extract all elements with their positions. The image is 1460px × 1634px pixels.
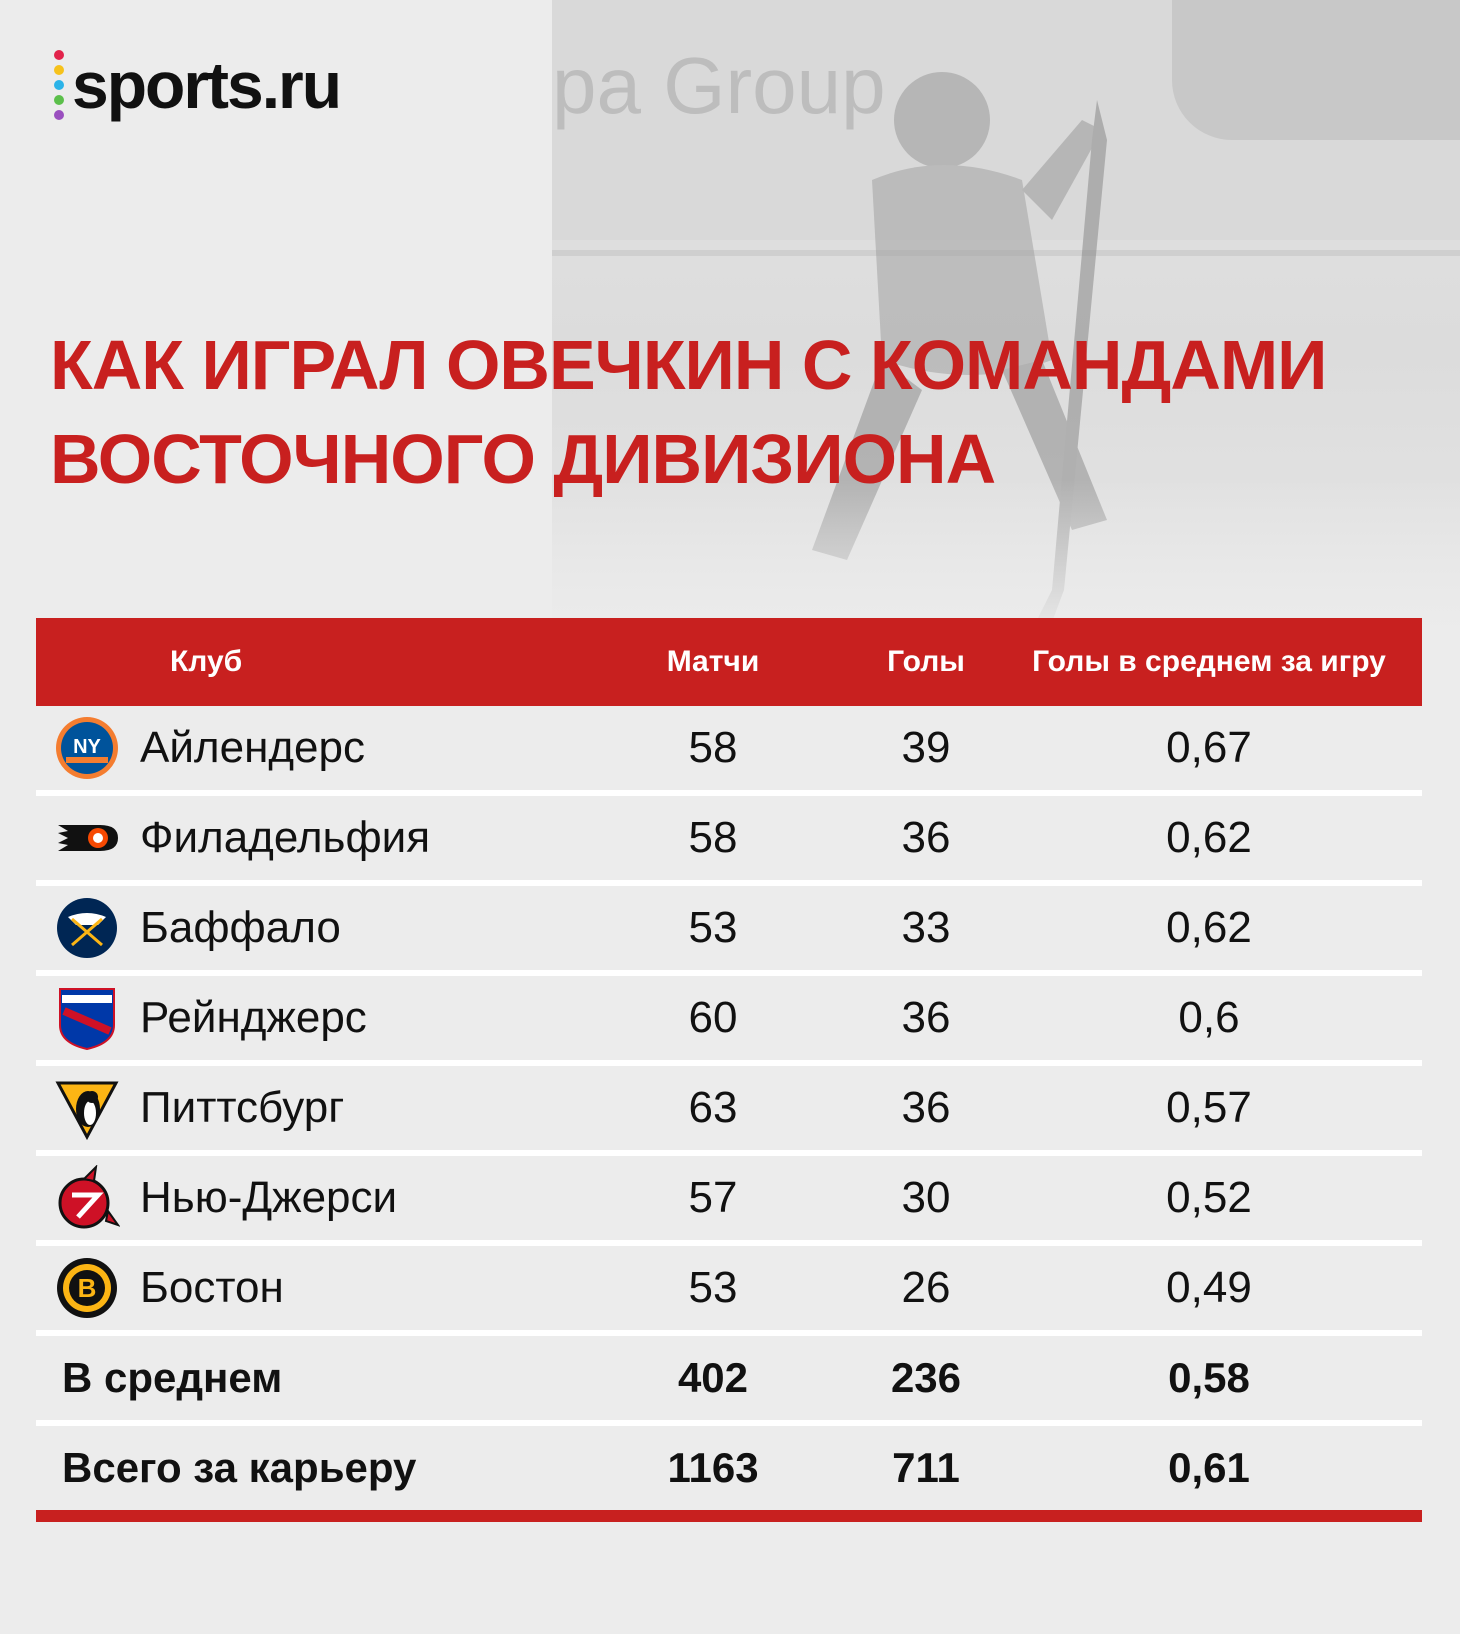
club-cell: Филадельфия [36,805,570,871]
club-name: Филадельфия [140,813,431,862]
goals-cell: 36 [901,1083,951,1132]
table-row: NY Айлендерс 58 39 0,67 [36,706,1422,796]
avg-cell: 0,61 [1168,1444,1250,1491]
arena-sign [1172,0,1460,140]
club-cell: B Бостон [36,1255,570,1321]
matches-cell: 57 [688,1173,738,1222]
club-cell: Нью-Джерси [36,1165,570,1231]
logo-dot [54,50,64,60]
header-avg: Голы в среднем за игру [1032,645,1386,678]
club-name: Бостон [140,1263,284,1312]
islanders-logo-icon: NY [56,717,118,779]
goals-cell: 36 [901,813,951,862]
title-line-1: КАК ИГРАЛ ОВЕЧКИН С КОМАНДАМИ [50,326,1328,404]
matches-cell: 1163 [667,1444,759,1491]
logo-dot [54,65,64,75]
club-name: Айлендерс [140,723,365,772]
table-row: B Бостон 53 26 0,49 [36,1246,1422,1336]
devils-logo-icon [58,1165,120,1229]
avg-cell: 0,57 [1166,1083,1252,1132]
summary-row-career: Всего за карьеру 1163 711 0,61 [36,1426,1422,1522]
logo-dot [54,80,64,90]
goals-cell: 26 [901,1263,951,1312]
avg-cell: 0,58 [1168,1354,1250,1401]
club-cell: Рейнджерс [36,985,570,1051]
page-title: КАК ИГРАЛ ОВЕЧКИН С КОМАНДАМИ ВОСТОЧНОГО… [50,318,1410,506]
club-name: Рейнджерс [140,993,367,1042]
table-header: Клуб Матчи Голы Голы в среднем за игру [36,618,1422,706]
matches-cell: 63 [688,1083,738,1132]
sabres-logo-icon [57,898,117,958]
club-name: Баффало [140,903,341,952]
photo-fade [552,480,1460,640]
logo-dot [54,110,64,120]
matches-cell: 53 [688,903,738,952]
logo-dots-icon [54,50,64,120]
arena-board-text: pa Group [552,41,886,130]
goals-cell: 236 [890,1354,962,1401]
avg-cell: 0,6 [1178,993,1240,1042]
matches-cell: 53 [688,1263,738,1312]
club-cell: Питтсбург [36,1075,570,1141]
summary-row-average: В среднем 402 236 0,58 [36,1336,1422,1426]
matches-cell: 58 [688,723,738,772]
header-matches: Матчи [666,645,760,678]
stats-table: Клуб Матчи Голы Голы в среднем за игру N… [36,618,1422,1522]
club-name: Питтсбург [140,1083,345,1132]
table-row: Нью-Джерси 57 30 0,52 [36,1156,1422,1246]
club-name: Нью-Джерси [140,1173,398,1222]
table-row: Рейнджерс 60 36 0,6 [36,976,1422,1066]
logo-dot [54,95,64,105]
goals-cell: 30 [901,1173,951,1222]
club-cell: NY Айлендерс [36,715,570,781]
avg-cell: 0,67 [1166,723,1252,772]
title-line-2: ВОСТОЧНОГО ДИВИЗИОНА [50,420,996,498]
avg-cell: 0,49 [1166,1263,1252,1312]
penguins-logo-icon [55,1081,119,1141]
bruins-logo-icon: B [57,1258,117,1318]
goals-cell: 36 [901,993,951,1042]
avg-cell: 0,62 [1166,813,1252,862]
sports-ru-logo: sports.ru [54,48,342,122]
table-row: Филадельфия 58 36 0,62 [36,796,1422,886]
avg-cell: 0,52 [1166,1173,1252,1222]
svg-text:NY: NY [73,736,101,758]
summary-label: В среднем [62,1354,283,1401]
avg-cell: 0,62 [1166,903,1252,952]
rangers-logo-icon [59,988,115,1051]
table-row: Баффало 53 33 0,62 [36,886,1422,976]
header-club: Клуб [170,645,243,678]
club-cell: Баффало [36,895,570,961]
goals-cell: 711 [892,1444,960,1491]
flyers-logo-icon [58,825,118,851]
table-row: Питтсбург 63 36 0,57 [36,1066,1422,1156]
header-goals: Голы [887,645,965,678]
matches-cell: 60 [688,993,738,1042]
background-photo: pa Group [552,0,1460,640]
svg-text:B: B [78,1273,97,1303]
goals-cell: 33 [901,903,951,952]
matches-cell: 58 [688,813,738,862]
logo-wordmark: sports.ru [72,48,342,122]
matches-cell: 402 [677,1354,749,1401]
goals-cell: 39 [901,723,951,772]
summary-label: Всего за карьеру [62,1444,417,1491]
